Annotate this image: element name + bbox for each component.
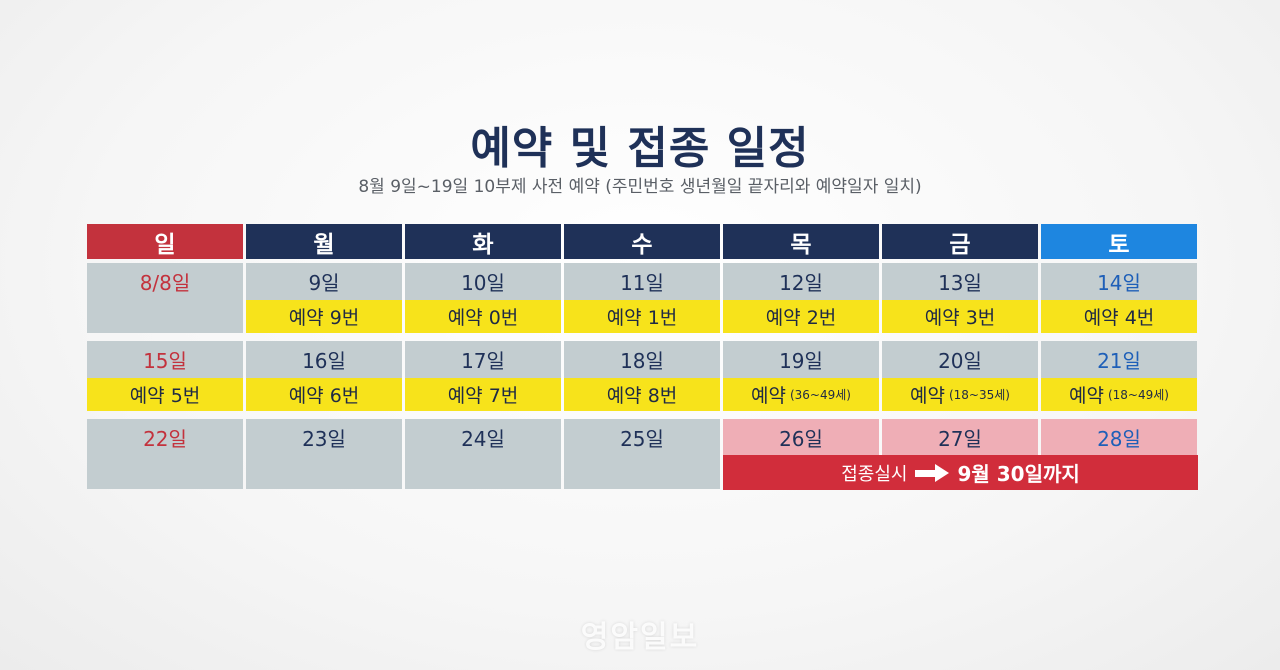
day-date: 22일 <box>143 426 187 451</box>
arrow-right-icon <box>915 463 950 482</box>
day-date: 13일 <box>938 270 982 295</box>
weekday-header-tue: 화 <box>405 224 561 259</box>
weekday-header-sat: 토 <box>1041 224 1197 259</box>
reservation-badge: 예약 2번 <box>723 300 879 333</box>
page-title: 예약 및 접종 일정 <box>470 123 810 174</box>
watermark-logo: 영암일보 <box>580 620 700 655</box>
weekday-header-wed: 수 <box>564 224 720 259</box>
day-date: 15일 <box>143 348 187 373</box>
day-date: 18일 <box>620 348 664 373</box>
age-range: (36~49세) <box>789 388 851 402</box>
reservation-label: 예약 <box>1069 385 1104 407</box>
reservation-badge: 예약 (18~35세) <box>882 378 1038 411</box>
day-cell-8-8: 8/8일 <box>87 263 243 333</box>
reservation-badge: 예약 1번 <box>564 300 720 333</box>
day-date: 10일 <box>461 270 505 295</box>
vaccination-label: 접종실시 <box>841 463 908 485</box>
reservation-badge: 예약 (18~49세) <box>1041 378 1197 411</box>
day-date: 17일 <box>461 348 505 373</box>
day-cell-15: 15일 예약 5번 <box>87 341 243 411</box>
vaccination-until: 9월 30일까지 <box>957 462 1080 486</box>
day-date: 14일 <box>1097 270 1141 295</box>
reservation-badge: 예약 5번 <box>87 378 243 411</box>
day-cell-24: 24일 <box>405 419 561 489</box>
age-range: (18~49세) <box>1107 388 1169 402</box>
day-cell-23: 23일 <box>246 419 402 489</box>
day-cell-9: 9일 예약 9번 <box>246 263 402 333</box>
weekday-header-thu: 목 <box>723 224 879 259</box>
reservation-badge: 예약 (36~49세) <box>723 378 879 411</box>
reservation-badge: 예약 3번 <box>882 300 1038 333</box>
day-date: 9일 <box>308 270 340 295</box>
day-cell-13: 13일 예약 3번 <box>882 263 1038 333</box>
day-cell-11: 11일 예약 1번 <box>564 263 720 333</box>
vaccination-banner: 접종실시 9월 30일까지 <box>723 455 1198 490</box>
day-date: 11일 <box>620 270 664 295</box>
reservation-label: 예약 <box>910 385 945 407</box>
day-cell-17: 17일 예약 7번 <box>405 341 561 411</box>
age-range: (18~35세) <box>948 388 1010 402</box>
reservation-badge: 예약 7번 <box>405 378 561 411</box>
reservation-badge: 예약 6번 <box>246 378 402 411</box>
day-date: 25일 <box>620 426 664 451</box>
day-cell-18: 18일 예약 8번 <box>564 341 720 411</box>
day-cell-10: 10일 예약 0번 <box>405 263 561 333</box>
reservation-badge: 예약 9번 <box>246 300 402 333</box>
page-subtitle: 8월 9일~19일 10부제 사전 예약 (주민번호 생년월일 끝자리와 예약일… <box>358 177 922 197</box>
reservation-badge: 예약 0번 <box>405 300 561 333</box>
day-cell-14: 14일 예약 4번 <box>1041 263 1197 333</box>
reservation-badge: 예약 4번 <box>1041 300 1197 333</box>
day-cell-12: 12일 예약 2번 <box>723 263 879 333</box>
day-cell-16: 16일 예약 6번 <box>246 341 402 411</box>
day-date: 28일 <box>1097 426 1141 451</box>
day-date: 24일 <box>461 426 505 451</box>
schedule-calendar: 일 월 화 수 목 금 토 8/8일 9일 예약 9번 10일 예약 0번 11… <box>87 224 1198 489</box>
reservation-badge: 예약 8번 <box>564 378 720 411</box>
day-date: 16일 <box>302 348 346 373</box>
weekday-header-sun: 일 <box>87 224 243 259</box>
day-cell-20: 20일 예약 (18~35세) <box>882 341 1038 411</box>
day-date: 23일 <box>302 426 346 451</box>
day-date: 20일 <box>938 348 982 373</box>
day-cell-25: 25일 <box>564 419 720 489</box>
reservation-label: 예약 <box>751 385 786 407</box>
day-date: 27일 <box>938 426 982 451</box>
day-cell-22: 22일 <box>87 419 243 489</box>
day-date: 12일 <box>779 270 823 295</box>
day-date: 19일 <box>779 348 823 373</box>
day-cell-19: 19일 예약 (36~49세) <box>723 341 879 411</box>
day-date: 26일 <box>779 426 823 451</box>
weekday-header-fri: 금 <box>882 224 1038 259</box>
day-cell-21: 21일 예약 (18~49세) <box>1041 341 1197 411</box>
day-date: 21일 <box>1097 348 1141 373</box>
day-date: 8/8일 <box>139 270 191 295</box>
weekday-header-mon: 월 <box>246 224 402 259</box>
